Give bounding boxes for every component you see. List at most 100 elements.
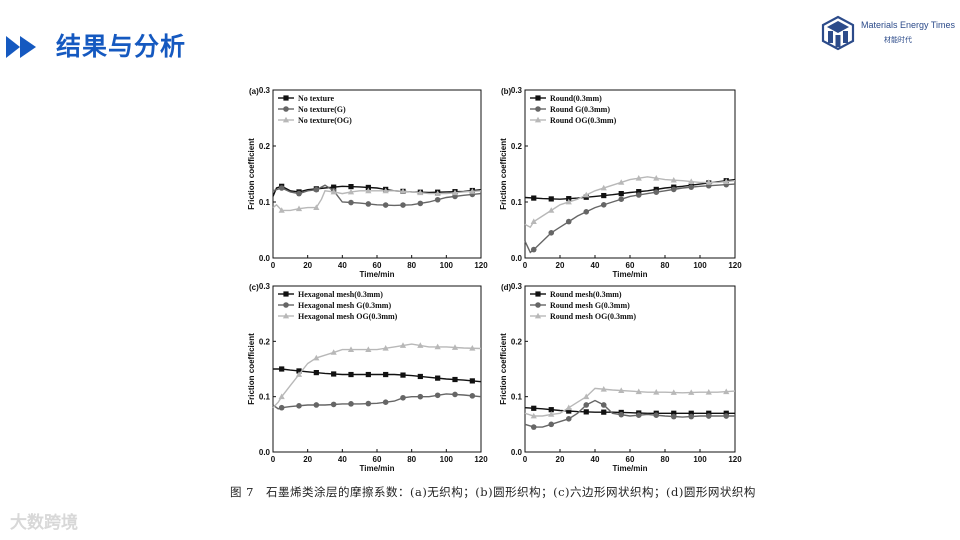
- series-marker-1: [382, 399, 389, 406]
- series-marker-1: [670, 186, 677, 193]
- x-tick-label: 0: [271, 261, 276, 270]
- legend-label-2: Round OG(0.3mm): [550, 116, 617, 125]
- series-marker-0: [531, 195, 537, 201]
- series-marker-0: [452, 376, 458, 383]
- series-marker-1: [348, 199, 354, 206]
- x-tick-label: 40: [338, 261, 347, 270]
- panel-label: (a): [249, 87, 259, 96]
- x-tick-label: 100: [693, 455, 707, 464]
- series-marker-2: [399, 188, 407, 194]
- chart-panel-1: (b) 0 20 40 60 80 100 120 0.0 0.1 0.2 0.3 Time/min Fr…: [499, 86, 742, 279]
- legend-label-0: Hexagonal mesh(0.3mm): [298, 290, 383, 299]
- legend-label-1: Round G(0.3mm): [550, 105, 610, 114]
- series-marker-1: [365, 201, 372, 207]
- series-marker-2: [600, 184, 607, 191]
- page-title: 结果与分析: [56, 32, 187, 61]
- series-marker-2: [565, 404, 572, 411]
- x-tick-label: 120: [728, 261, 742, 270]
- series-marker-0: [601, 409, 607, 415]
- series-marker-1: [583, 209, 590, 215]
- legend-marker-1: [283, 302, 289, 308]
- series-marker-2: [451, 344, 459, 350]
- y-tick-label: 0.1: [511, 198, 523, 207]
- series-marker-1: [313, 186, 320, 193]
- series-marker-1: [530, 424, 537, 430]
- series-marker-1: [670, 413, 677, 420]
- x-tick-label: 80: [407, 455, 416, 464]
- x-tick-label: 80: [661, 455, 670, 464]
- series-marker-1: [600, 402, 607, 408]
- legend-label-1: Hexagonal mesh G(0.3mm): [298, 301, 391, 310]
- chart-panel-0: (a) 0 20 40 60 80 100 120 0.0 0.1 0.2 0.3 Time/min Fr…: [247, 86, 488, 279]
- series-marker-1: [400, 202, 406, 208]
- series-line-0: [524, 407, 735, 414]
- series-marker-1: [583, 402, 590, 408]
- series-marker-0: [653, 186, 659, 192]
- series-marker-2: [653, 389, 660, 395]
- x-tick-label: 100: [693, 261, 707, 270]
- y-axis-title: Friction coefficient: [499, 333, 508, 405]
- series-marker-2: [670, 176, 677, 183]
- series-marker-2: [723, 388, 730, 395]
- series-marker-2: [434, 190, 441, 196]
- series-marker-0: [566, 408, 572, 414]
- series-marker-2: [330, 188, 337, 195]
- series-marker-1: [723, 413, 730, 419]
- series-marker-0: [583, 409, 589, 415]
- series-marker-2: [705, 389, 712, 395]
- series-marker-0: [400, 372, 406, 378]
- y-tick-label: 0.3: [511, 282, 523, 291]
- x-tick-label: 100: [440, 455, 454, 464]
- x-tick-label: 40: [591, 455, 600, 464]
- series-marker-0: [435, 375, 441, 381]
- legend-marker-1: [535, 106, 541, 112]
- series-marker-0: [279, 366, 285, 372]
- series-marker-2: [618, 387, 625, 393]
- series-marker-0: [331, 184, 337, 190]
- series-line-0: [273, 368, 482, 383]
- series-marker-1: [330, 401, 337, 408]
- legend-marker-1: [535, 302, 541, 308]
- series-marker-2: [583, 393, 590, 400]
- x-tick-label: 120: [474, 261, 488, 270]
- series-marker-1: [452, 391, 458, 398]
- series-marker-2: [417, 342, 424, 348]
- series-marker-1: [313, 402, 320, 408]
- legend-label-0: No texture: [298, 94, 335, 103]
- y-tick-label: 0.0: [259, 254, 271, 263]
- x-tick-label: 40: [338, 455, 347, 464]
- x-tick-label: 20: [556, 261, 565, 270]
- y-tick-label: 0.2: [511, 142, 523, 151]
- series-marker-1: [653, 189, 660, 195]
- series-marker-2: [618, 179, 625, 185]
- series-marker-2: [382, 345, 389, 351]
- series-marker-1: [278, 185, 285, 191]
- series-marker-2: [653, 175, 660, 181]
- legend-marker-2: [282, 116, 290, 123]
- series-marker-1: [278, 404, 285, 411]
- x-axis-title: Time/min: [613, 464, 648, 473]
- x-tick-label: 80: [407, 261, 416, 270]
- series-marker-2: [313, 354, 320, 361]
- series-marker-2: [347, 346, 355, 353]
- x-tick-label: 120: [474, 455, 488, 464]
- panel-label: (b): [501, 87, 512, 96]
- y-tick-label: 0.2: [259, 142, 271, 151]
- series-marker-2: [688, 178, 695, 184]
- x-tick-label: 0: [523, 261, 528, 270]
- series-line-1: [272, 393, 482, 410]
- x-tick-label: 20: [303, 261, 312, 270]
- series-marker-1: [382, 202, 389, 208]
- series-marker-2: [347, 188, 355, 195]
- series-marker-2: [635, 388, 642, 395]
- x-tick-label: 60: [373, 261, 382, 270]
- series-marker-2: [688, 389, 695, 395]
- series-marker-1: [705, 413, 712, 419]
- series-marker-0: [296, 368, 302, 374]
- series-marker-2: [600, 385, 607, 392]
- series-marker-2: [565, 198, 572, 205]
- x-axis-title: Time/min: [360, 270, 395, 279]
- chart-panel-3: (d) 0 20 40 60 80 100 120 0.0 0.1 0.2 0.3 Time/min Fr…: [499, 282, 742, 473]
- series-marker-1: [548, 421, 555, 428]
